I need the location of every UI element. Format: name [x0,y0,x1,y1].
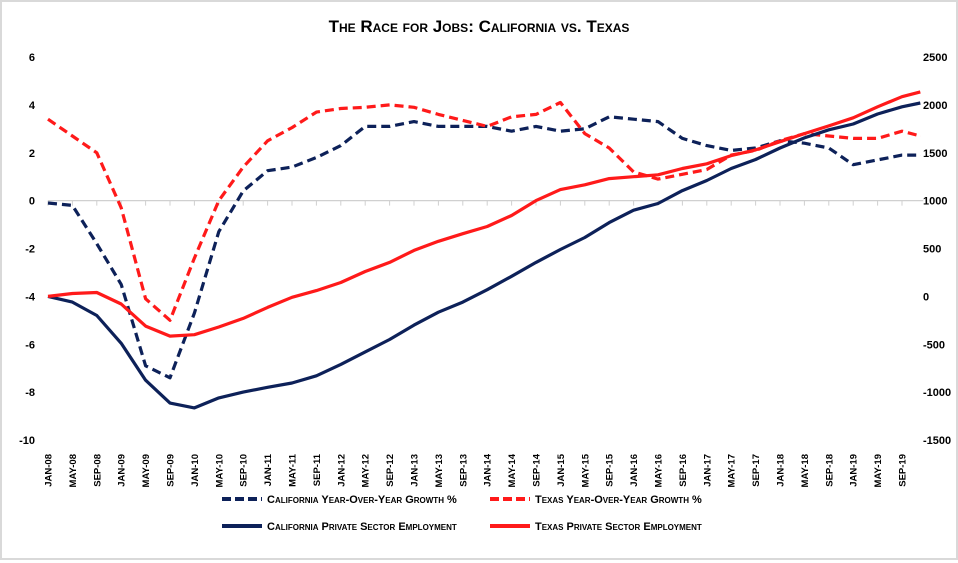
series-line-2 [48,103,920,408]
x-tick-label: JAN-17 [702,454,713,487]
legend-label: Texas Year-Over-Year Growth % [535,494,702,506]
x-tick-label: SEP-15 [605,453,616,486]
x-tick-label: JAN-08 [44,454,55,487]
x-tick-label: MAY-19 [873,454,884,487]
y-right-tick-label: -1500 [923,435,951,447]
y-left-tick-label: 2 [29,148,35,160]
y-right-tick-label: -500 [923,339,945,351]
x-tick-label: SEP-12 [385,454,396,487]
x-tick-label: SEP-08 [92,454,103,487]
series-line-1 [48,103,920,321]
y-right-tick-label: 0 [923,291,929,303]
legend-label: California Year-Over-Year Growth % [267,494,457,506]
x-tick-label: MAY-10 [214,454,225,487]
y-right-tick-label: -1000 [923,387,951,399]
x-tick-label: JAN-16 [629,454,640,487]
y-left-tick-label: -6 [25,339,35,351]
y-right-tick-label: 500 [923,244,941,256]
x-tick-label: MAY-14 [507,453,518,487]
y-left-tick-label: 4 [29,100,36,112]
x-tick-label: MAY-16 [654,454,665,487]
x-tick-label: MAY-13 [434,454,445,487]
x-tick-label: JAN-19 [849,454,860,487]
x-tick-label: JAN-11 [263,453,274,486]
y-left-tick-label: -2 [25,244,35,256]
x-tick-label: JAN-10 [190,454,201,487]
x-tick-label: SEP-19 [898,454,909,487]
x-tick-label: SEP-14 [532,453,543,486]
x-tick-label: JAN-12 [336,454,347,487]
y-right-tick-label: 1000 [923,196,947,208]
y-right-tick-label: 2000 [923,100,947,112]
legend-label: California Private Sector Employment [267,521,457,533]
x-tick-label: JAN-09 [117,454,128,487]
x-tick-label: SEP-17 [751,454,762,487]
y-left-tick-label: 0 [29,196,35,208]
x-tick-label: SEP-09 [166,454,177,487]
legend-label: Texas Private Sector Employment [535,521,702,533]
x-tick-label: MAY-18 [800,454,811,487]
y-left-tick-label: -8 [25,387,35,399]
y-left-tick-label: -4 [25,291,36,303]
x-tick-label: MAY-17 [727,454,738,487]
x-tick-label: JAN-15 [556,453,567,486]
x-tick-label: SEP-10 [239,454,250,487]
y-right-tick-label: 1500 [923,148,947,160]
x-tick-label: MAY-09 [141,454,152,487]
x-tick-label: SEP-11 [312,453,323,486]
y-left-tick-label: -10 [19,435,35,447]
y-right-tick-label: 2500 [923,52,947,64]
x-tick-label: JAN-18 [776,454,787,487]
x-tick-label: MAY-15 [580,453,591,487]
x-tick-label: SEP-18 [824,454,835,487]
x-tick-label: JAN-13 [410,454,421,487]
x-tick-label: SEP-16 [678,454,689,487]
x-tick-label: MAY-12 [361,454,372,487]
x-tick-label: SEP-13 [458,454,469,487]
x-tick-label: JAN-14 [483,453,494,486]
x-tick-label: MAY-08 [68,454,79,487]
series-line-0 [48,117,920,378]
x-tick-label: MAY-11 [288,453,299,487]
chart-title: The Race for Jobs: California vs. Texas [329,17,630,36]
y-left-tick-label: 6 [29,52,35,64]
